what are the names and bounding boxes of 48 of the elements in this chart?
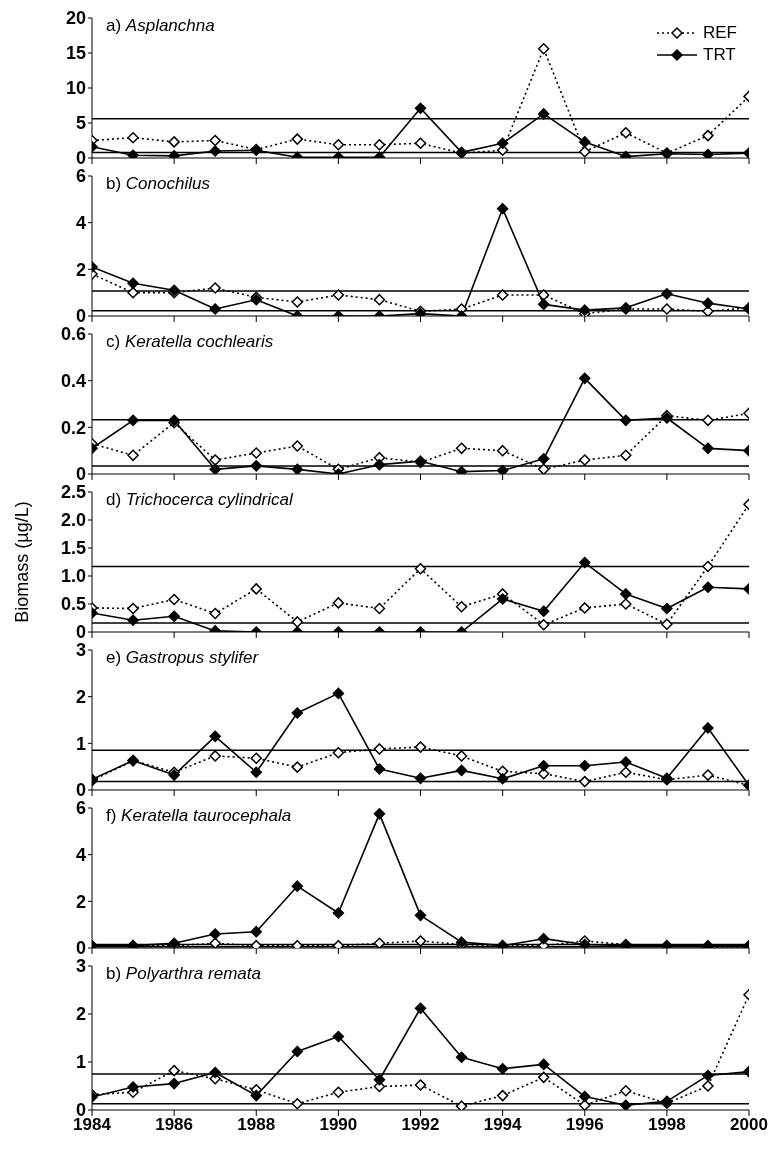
- y-tick-label: 2.0: [60, 510, 86, 531]
- y-tick-label: 4: [75, 845, 86, 866]
- y-tick-label: 0: [75, 306, 86, 327]
- y-tick-label: 10: [65, 78, 86, 99]
- x-tick-label: 1998: [647, 1115, 686, 1135]
- y-tick-label: 6: [75, 166, 86, 187]
- y-tick-label: 6: [75, 798, 86, 819]
- legend-label: REF: [703, 23, 737, 43]
- y-tick-label: 5: [75, 113, 86, 134]
- y-tick-label: 1: [75, 1052, 86, 1073]
- y-tick-label: 0.5: [60, 594, 86, 615]
- y-tick-label: 2: [75, 259, 86, 280]
- x-tick-label: 1996: [565, 1115, 604, 1135]
- chart-title: f) Keratella taurocephala: [106, 806, 292, 825]
- y-tick-label: 0.6: [60, 324, 86, 345]
- x-tick-label: 1992: [401, 1115, 440, 1135]
- legend-label: TRT: [703, 45, 736, 65]
- chart-title: a) Asplanchna: [106, 16, 215, 35]
- y-tick-label: 0: [75, 464, 86, 485]
- y-tick-label: 0.4: [60, 371, 86, 392]
- y-tick-label: 1: [75, 733, 86, 754]
- x-tick-label: 2000: [730, 1115, 768, 1135]
- y-tick-label: 3: [75, 956, 86, 977]
- chart-title: b) Conochilus: [106, 174, 210, 193]
- y-tick-label: 2.5: [60, 482, 86, 503]
- x-tick-label: 1990: [319, 1115, 358, 1135]
- y-tick-label: 1.0: [60, 566, 86, 587]
- y-tick-label: 2: [75, 687, 86, 708]
- x-tick-label: 1988: [237, 1115, 276, 1135]
- chart-title: e) Gastropus stylifer: [106, 648, 259, 667]
- y-tick-label: 20: [65, 8, 86, 29]
- y-tick-label: 2: [75, 891, 86, 912]
- y-tick-label: 4: [75, 213, 86, 234]
- y-tick-label: 1.5: [60, 538, 86, 559]
- y-tick-label: 3: [75, 640, 86, 661]
- y-tick-label: 2: [75, 1004, 86, 1025]
- chart-title: c) Keratella cochlearis: [106, 332, 274, 351]
- y-tick-label: 15: [65, 43, 86, 64]
- chart-title: b) Polyarthra remata: [106, 964, 261, 983]
- y-axis-title: Biomass (µg/L): [11, 501, 33, 623]
- chart-title: d) Trichocerca cylindrical: [106, 490, 293, 509]
- y-tick-label: 0: [75, 622, 86, 643]
- y-tick-label: 0: [75, 938, 86, 959]
- y-tick-label: 0: [75, 780, 86, 801]
- x-tick-label: 1986: [155, 1115, 194, 1135]
- x-tick-label: 1994: [483, 1115, 523, 1135]
- y-tick-label: 0: [75, 148, 86, 169]
- y-tick-label: 0.2: [60, 417, 86, 438]
